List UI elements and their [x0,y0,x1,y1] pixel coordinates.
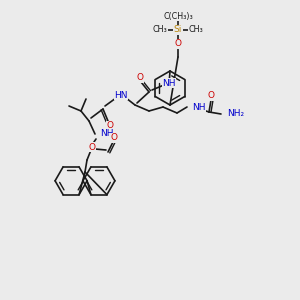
Text: Si: Si [174,26,182,34]
Text: O: O [136,74,143,82]
Text: NH: NH [162,79,176,88]
Text: CH₃: CH₃ [153,26,167,34]
Text: O: O [88,142,95,152]
Text: NH: NH [100,130,113,139]
Text: HN: HN [114,91,128,100]
Text: NH: NH [192,103,206,112]
Text: O: O [175,40,182,49]
Text: CH₃: CH₃ [189,26,203,34]
Text: O: O [208,92,214,100]
Text: NH₂: NH₂ [227,110,244,118]
Text: O: O [110,134,118,142]
Text: O: O [106,122,113,130]
Text: C(CH₃)₃: C(CH₃)₃ [163,11,193,20]
